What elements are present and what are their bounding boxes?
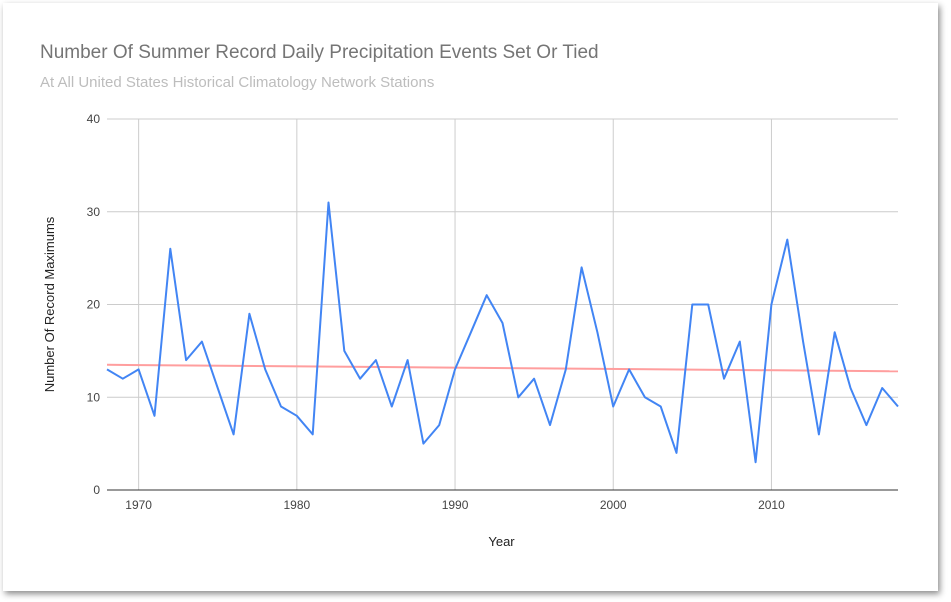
series-lines xyxy=(106,201,899,464)
y-axis-label: Number Of Record Maximums xyxy=(42,216,57,392)
tick-labels: 0 10 20 30 40 1970 1980 1990 2000 2010 xyxy=(87,112,785,512)
series-line-trend xyxy=(106,363,899,373)
x-axis-label: Year xyxy=(488,534,515,549)
chart-title: Number Of Summer Record Daily Precipitat… xyxy=(40,42,599,63)
x-tick-label: 2010 xyxy=(758,498,785,512)
chart-subtitle: At All United States Historical Climatol… xyxy=(40,74,435,91)
y-tick-label: 40 xyxy=(87,112,101,126)
series-line-records xyxy=(106,201,899,464)
x-tick-label: 2000 xyxy=(600,498,627,512)
chart-card xyxy=(3,3,938,591)
x-tick-label: 1990 xyxy=(442,498,469,512)
x-tick-label: 1970 xyxy=(125,498,152,512)
y-tick-label: 30 xyxy=(87,205,101,219)
grid-lines xyxy=(107,118,898,490)
y-tick-label: 0 xyxy=(93,483,100,497)
x-tick-label: 1980 xyxy=(283,498,310,512)
y-tick-label: 10 xyxy=(87,390,101,404)
y-tick-label: 20 xyxy=(87,298,101,312)
